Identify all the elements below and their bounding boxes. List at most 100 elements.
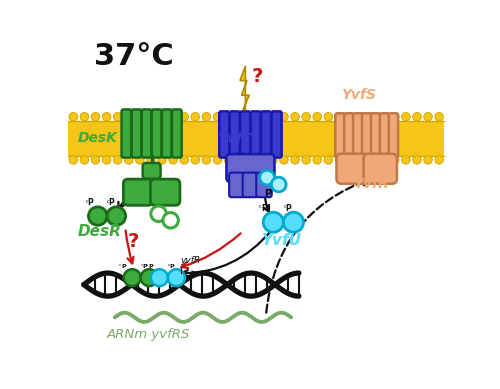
- FancyBboxPatch shape: [261, 111, 271, 158]
- Circle shape: [180, 112, 188, 121]
- FancyBboxPatch shape: [250, 111, 260, 158]
- Text: c: c: [146, 263, 148, 267]
- Circle shape: [124, 269, 141, 286]
- Circle shape: [246, 112, 255, 121]
- FancyBboxPatch shape: [142, 109, 152, 158]
- Text: DesK: DesK: [77, 131, 117, 145]
- Circle shape: [88, 207, 107, 225]
- Circle shape: [412, 156, 421, 164]
- FancyBboxPatch shape: [124, 179, 153, 205]
- Circle shape: [368, 156, 377, 164]
- Text: YvfR: YvfR: [353, 177, 389, 191]
- Circle shape: [69, 112, 78, 121]
- FancyBboxPatch shape: [240, 111, 250, 158]
- Text: P: P: [108, 198, 114, 207]
- Text: P: P: [88, 198, 94, 207]
- FancyBboxPatch shape: [162, 109, 172, 158]
- FancyBboxPatch shape: [389, 113, 398, 158]
- Circle shape: [107, 207, 126, 225]
- Circle shape: [284, 212, 304, 232]
- Circle shape: [169, 112, 177, 121]
- FancyBboxPatch shape: [150, 179, 180, 205]
- FancyBboxPatch shape: [229, 173, 244, 197]
- FancyBboxPatch shape: [172, 109, 182, 158]
- Text: P: P: [262, 204, 267, 213]
- FancyBboxPatch shape: [371, 113, 380, 158]
- Circle shape: [358, 156, 366, 164]
- Text: YvfT: YvfT: [216, 132, 251, 146]
- Text: P: P: [148, 264, 153, 269]
- Text: P: P: [121, 264, 126, 269]
- Circle shape: [169, 156, 177, 164]
- Text: P: P: [264, 189, 271, 199]
- Circle shape: [114, 112, 122, 121]
- Circle shape: [435, 156, 444, 164]
- Circle shape: [136, 112, 144, 121]
- FancyBboxPatch shape: [122, 109, 132, 158]
- Circle shape: [213, 156, 222, 164]
- Text: c: c: [140, 263, 142, 267]
- Text: 37°C: 37°C: [94, 42, 174, 71]
- Text: P: P: [170, 264, 174, 269]
- Bar: [68, 121, 444, 156]
- Text: c: c: [284, 204, 286, 209]
- Circle shape: [268, 112, 277, 121]
- Circle shape: [124, 112, 133, 121]
- Circle shape: [380, 156, 388, 164]
- Circle shape: [291, 156, 300, 164]
- FancyBboxPatch shape: [230, 111, 240, 158]
- Circle shape: [80, 112, 88, 121]
- Circle shape: [280, 156, 288, 164]
- Text: ?: ?: [128, 232, 139, 251]
- Circle shape: [424, 112, 432, 121]
- Circle shape: [402, 156, 410, 164]
- FancyBboxPatch shape: [344, 113, 354, 158]
- Circle shape: [224, 112, 233, 121]
- Text: YvfU: YvfU: [261, 233, 301, 248]
- Text: YvfS: YvfS: [340, 88, 376, 102]
- FancyBboxPatch shape: [353, 113, 362, 158]
- Text: ?: ?: [252, 67, 264, 86]
- Circle shape: [268, 156, 277, 164]
- Circle shape: [246, 156, 255, 164]
- FancyBboxPatch shape: [380, 113, 389, 158]
- Circle shape: [158, 112, 166, 121]
- Circle shape: [202, 112, 210, 121]
- Circle shape: [92, 156, 100, 164]
- FancyBboxPatch shape: [364, 154, 397, 184]
- FancyBboxPatch shape: [132, 109, 141, 158]
- Circle shape: [346, 156, 354, 164]
- Circle shape: [236, 156, 244, 164]
- FancyBboxPatch shape: [362, 113, 372, 158]
- Circle shape: [102, 112, 111, 121]
- Circle shape: [302, 112, 310, 121]
- Circle shape: [302, 156, 310, 164]
- FancyBboxPatch shape: [226, 154, 274, 182]
- Circle shape: [390, 156, 399, 164]
- FancyBboxPatch shape: [242, 173, 258, 197]
- FancyBboxPatch shape: [219, 111, 230, 158]
- Circle shape: [92, 112, 100, 121]
- Circle shape: [335, 156, 344, 164]
- Circle shape: [380, 112, 388, 121]
- Circle shape: [191, 112, 200, 121]
- Text: c: c: [86, 199, 88, 203]
- Text: ARNm yvfRS: ARNm yvfRS: [107, 328, 190, 341]
- Circle shape: [168, 269, 185, 286]
- Circle shape: [324, 156, 332, 164]
- Circle shape: [324, 112, 332, 121]
- Circle shape: [69, 156, 78, 164]
- FancyBboxPatch shape: [152, 109, 162, 158]
- Circle shape: [358, 112, 366, 121]
- Circle shape: [412, 112, 421, 121]
- Circle shape: [390, 112, 399, 121]
- Circle shape: [146, 112, 155, 121]
- Circle shape: [335, 112, 344, 121]
- Circle shape: [146, 156, 155, 164]
- Circle shape: [258, 112, 266, 121]
- Circle shape: [236, 112, 244, 121]
- Circle shape: [151, 206, 166, 221]
- Circle shape: [180, 156, 188, 164]
- Text: c: c: [106, 199, 110, 203]
- Circle shape: [163, 213, 178, 228]
